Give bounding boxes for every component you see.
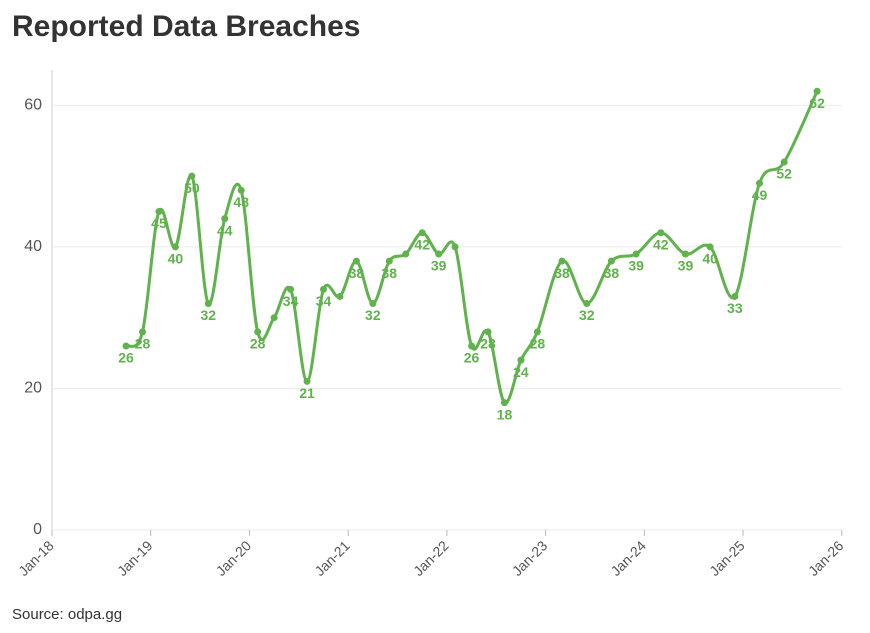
point [336,292,344,300]
point [731,292,739,300]
value-label: 40 [168,251,184,267]
value-label: 34 [316,293,332,309]
value-label: 32 [579,307,595,323]
point [254,328,262,336]
value-label: 39 [431,258,447,274]
point [122,342,130,350]
value-label: 40 [702,251,718,267]
value-label: 50 [184,180,200,196]
point [484,328,492,336]
value-label: 62 [809,95,825,111]
point [188,172,196,180]
point [303,377,311,385]
point [533,328,541,336]
point [418,229,426,237]
x-tick-label: Jan-23 [509,537,551,579]
point [583,300,591,308]
value-label: 28 [530,336,546,352]
x-tick-label: Jan-26 [805,537,847,579]
value-label: 26 [118,350,134,366]
point [607,257,615,265]
value-label: 49 [752,187,768,203]
point [155,208,163,216]
value-label: 38 [382,265,398,281]
x-tick-label: Jan-20 [213,537,255,579]
value-label: 38 [554,265,570,281]
point [756,179,764,187]
y-tick-label: 60 [24,97,42,114]
x-tick-label: Jan-19 [114,537,156,579]
x-tick-label: Jan-18 [15,537,57,579]
point [435,250,443,258]
point [352,257,360,265]
point [369,300,377,308]
value-label: 34 [283,293,299,309]
y-tick-label: 20 [24,380,42,397]
point [517,356,525,364]
value-label: 39 [628,258,644,274]
point [451,243,459,251]
x-tick-label: Jan-25 [706,537,748,579]
source-note: Source: odpa.gg [12,606,122,623]
point [681,250,689,258]
point [402,250,410,258]
x-tick-label: Jan-24 [607,537,649,579]
x-tick-label: Jan-21 [311,537,353,579]
point [138,328,146,336]
x-tick-label: Jan-22 [410,537,452,579]
point [468,342,476,350]
value-label: 38 [349,265,365,281]
value-label: 28 [250,336,266,352]
point [287,285,295,293]
point [270,314,278,322]
y-tick-label: 0 [33,521,42,538]
y-tick-label: 40 [24,238,42,255]
value-label: 28 [135,336,151,352]
value-label: 42 [653,236,669,252]
chart-title: Reported Data Breaches [12,10,360,43]
point [204,300,212,308]
value-label: 52 [776,166,792,182]
value-label: 48 [233,194,249,210]
value-label: 24 [513,364,529,380]
value-label: 21 [299,385,315,401]
point [171,243,179,251]
point [632,250,640,258]
value-label: 32 [201,307,217,323]
value-label: 45 [151,215,167,231]
value-label: 26 [464,350,480,366]
point [780,158,788,166]
value-label: 42 [414,236,430,252]
point [319,285,327,293]
value-label: 28 [480,336,496,352]
point [500,399,508,407]
value-label: 32 [365,307,381,323]
point [813,87,821,95]
point [558,257,566,265]
value-label: 39 [678,258,694,274]
point [221,215,229,223]
value-label: 38 [604,265,620,281]
point [237,186,245,194]
point [657,229,665,237]
value-label: 33 [727,300,743,316]
point [385,257,393,265]
point [706,243,714,251]
value-label: 18 [497,406,513,422]
value-label: 44 [217,222,233,238]
